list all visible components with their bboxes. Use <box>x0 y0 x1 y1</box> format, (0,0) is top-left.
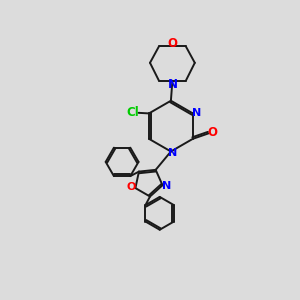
Text: N: N <box>167 78 177 91</box>
Text: O: O <box>208 126 218 139</box>
Text: N: N <box>168 148 177 158</box>
Text: N: N <box>162 181 171 191</box>
Text: N: N <box>192 107 202 118</box>
Text: Cl: Cl <box>127 106 140 119</box>
Text: O: O <box>167 37 177 50</box>
Text: O: O <box>127 182 136 193</box>
